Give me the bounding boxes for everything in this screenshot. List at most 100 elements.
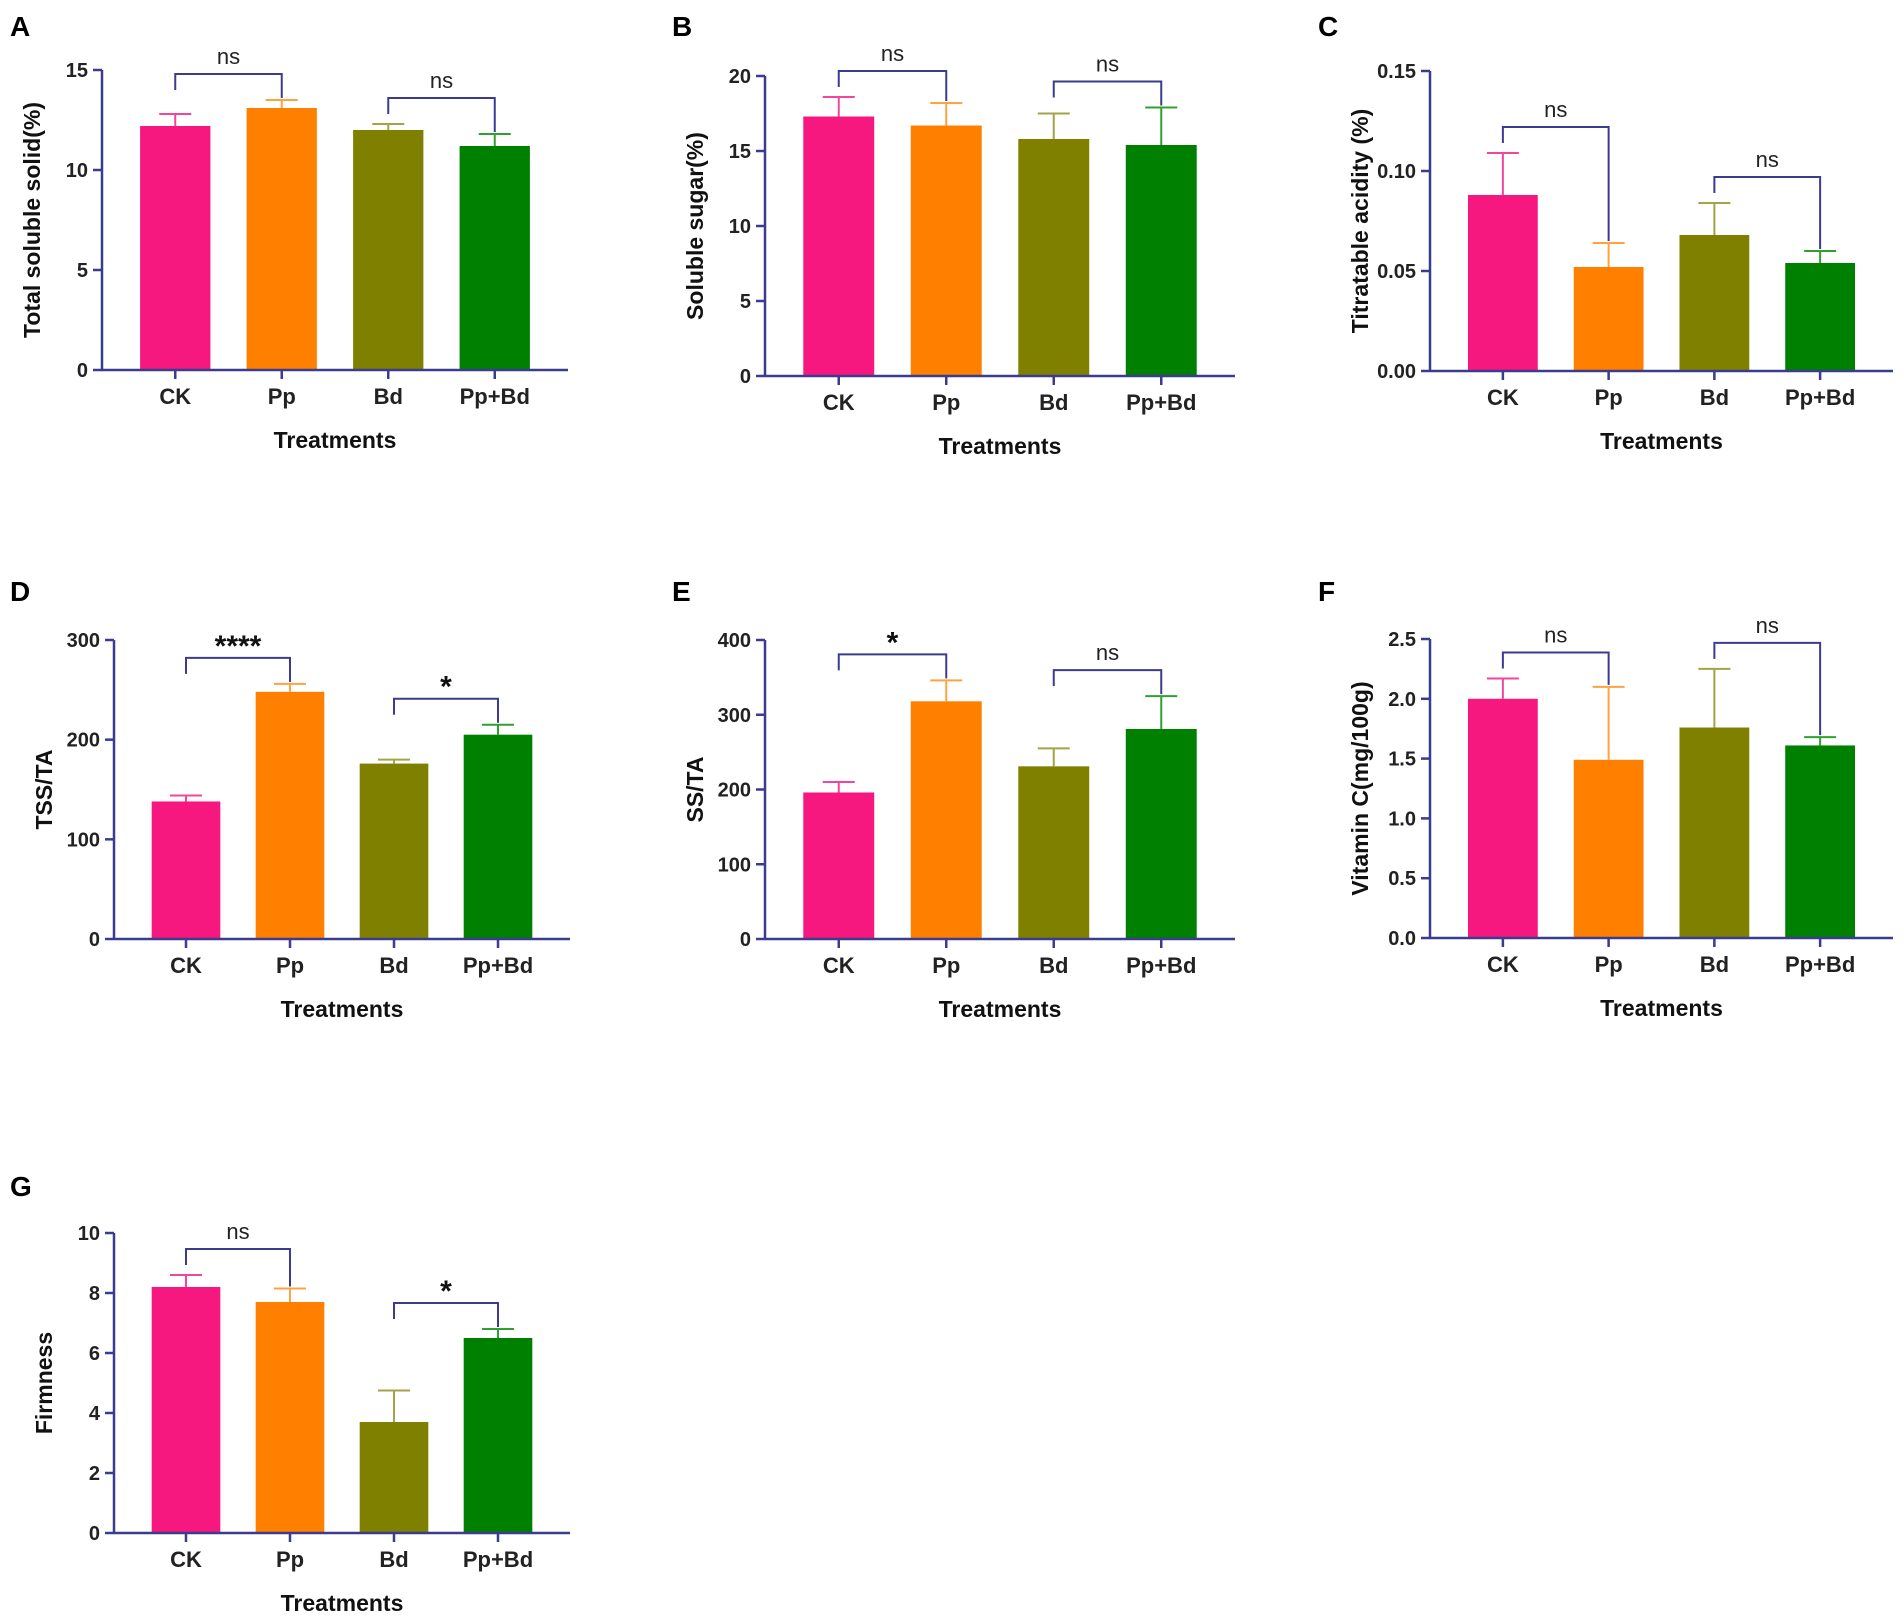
panel-letter: C: [1318, 11, 1338, 42]
significance-label: ns: [1756, 613, 1779, 638]
y-tick-label: 10: [78, 1223, 100, 1245]
x-axis-title: Treatments: [939, 996, 1062, 1022]
y-tick-label: 0: [89, 1523, 100, 1545]
x-category-label: CK: [170, 953, 202, 978]
significance-bracket: [1713, 641, 1822, 736]
bar-pp-bd: [463, 1338, 533, 1533]
y-tick-label: 300: [718, 705, 751, 727]
chart-panel-b: B 0 5 10 15 20 CK Pp Bd Pp+Bd Treatments Soluble su…: [672, 11, 1235, 459]
y-tick-label: 0.10: [1377, 161, 1416, 183]
x-category-label: CK: [159, 384, 191, 409]
y-tick-label: 15: [729, 141, 751, 163]
bar-bd: [1679, 235, 1750, 371]
error-bar: [1037, 747, 1070, 767]
x-category-label: Bd: [379, 1547, 408, 1572]
x-category-label: Pp+Bd: [1785, 952, 1855, 977]
x-category-label: Pp: [1595, 385, 1623, 410]
x-axis-title: Treatments: [281, 996, 404, 1022]
x-axis-title: Treatments: [939, 433, 1062, 459]
error-bar: [274, 682, 306, 692]
y-axis-title: Vitamin C(mg/100g): [1347, 681, 1373, 895]
panel-letter: A: [10, 11, 30, 42]
y-tick-label: 5: [740, 291, 751, 313]
x-category-label: Pp: [932, 390, 960, 415]
error-bar: [478, 133, 511, 146]
bar-bd: [1679, 727, 1750, 938]
x-category-label: Pp: [1595, 952, 1623, 977]
chart-panel-e: E 0 100 200 300 400 CK Pp Bd Pp+Bd Treatments SS/TA…: [672, 576, 1235, 1022]
significance-bracket: [837, 70, 948, 101]
x-category-label: CK: [823, 953, 855, 978]
y-tick-label: 0.05: [1377, 261, 1416, 283]
chart-panel-c: C 0.00 0.05 0.10 0.15 CK Pp Bd Pp+Bd Treatments Ti…: [1318, 11, 1893, 454]
y-tick-label: 400: [718, 630, 751, 652]
x-category-label: CK: [170, 1547, 202, 1572]
significance-bracket: [1501, 651, 1610, 685]
bar-pp-bd: [1785, 745, 1856, 938]
error-bar: [1592, 242, 1625, 267]
significance-label: *: [440, 1275, 452, 1308]
bar-bd: [1018, 766, 1090, 939]
bar-bd: [359, 1422, 429, 1533]
panel-letter: G: [10, 1171, 32, 1202]
y-tick-label: 100: [718, 854, 751, 876]
error-bar: [930, 679, 963, 702]
bar-bd: [1018, 139, 1090, 376]
y-tick-label: 300: [67, 630, 100, 652]
error-bar: [482, 723, 514, 735]
bar-bd: [353, 130, 424, 370]
y-tick-label: 15: [66, 60, 88, 82]
error-bar: [170, 794, 202, 802]
error-bar: [822, 96, 855, 117]
significance-label: *: [440, 671, 452, 704]
y-tick-label: 0: [89, 929, 100, 951]
x-category-label: Pp: [268, 384, 296, 409]
y-tick-label: 10: [66, 160, 88, 182]
bar-ck: [1467, 698, 1538, 938]
error-bar: [1145, 695, 1178, 729]
significance-bracket: [1052, 80, 1163, 106]
bar-pp: [1573, 267, 1644, 371]
y-tick-label: 1.0: [1388, 808, 1416, 830]
y-tick-label: 0: [77, 360, 88, 382]
x-category-label: Bd: [1039, 953, 1068, 978]
y-tick-label: 1.5: [1388, 749, 1416, 771]
x-category-label: CK: [823, 390, 855, 415]
error-bar: [482, 1328, 514, 1338]
y-axis-title: Firmness: [31, 1332, 57, 1434]
x-category-label: Pp: [932, 953, 960, 978]
significance-label: ****: [215, 630, 262, 663]
y-axis-title: Total soluble solid(%): [19, 102, 45, 338]
bar-pp: [910, 701, 982, 939]
x-category-label: Pp+Bd: [1126, 953, 1196, 978]
significance-label: ns: [881, 41, 904, 66]
y-tick-label: 0: [740, 366, 751, 388]
significance-bracket: [185, 656, 291, 682]
error-bar: [378, 758, 410, 764]
error-bar: [159, 113, 192, 126]
y-tick-label: 100: [67, 829, 100, 851]
error-bar: [1037, 112, 1070, 139]
y-tick-label: 20: [729, 66, 751, 88]
x-category-label: Bd: [1700, 952, 1729, 977]
y-tick-label: 0.5: [1388, 868, 1416, 890]
error-bar: [1592, 685, 1625, 760]
bar-pp: [255, 1302, 325, 1533]
error-bar: [1698, 202, 1731, 235]
x-category-label: CK: [1487, 952, 1519, 977]
panel-letter: E: [672, 576, 691, 607]
significance-bracket: [393, 697, 499, 723]
y-tick-label: 8: [89, 1283, 100, 1305]
y-tick-label: 0.0: [1388, 928, 1416, 950]
x-axis-title: Treatments: [1600, 995, 1723, 1021]
bar-pp: [255, 691, 325, 939]
significance-label: ns: [217, 44, 240, 69]
chart-panel-f: F 0.0 0.5 1.0 1.5 2.0 2.5 CK Pp Bd Pp+Bd Treatments…: [1318, 576, 1893, 1021]
y-tick-label: 4: [89, 1403, 101, 1425]
y-axis-title: SS/TA: [682, 756, 708, 822]
significance-label: ns: [1096, 52, 1119, 77]
bar-ck: [803, 116, 875, 376]
x-category-label: Bd: [374, 384, 403, 409]
chart-panel-g: G 0 2 4 6 8 10 CK Pp Bd Pp+Bd Treatments Firmness ns *: [10, 1171, 570, 1616]
